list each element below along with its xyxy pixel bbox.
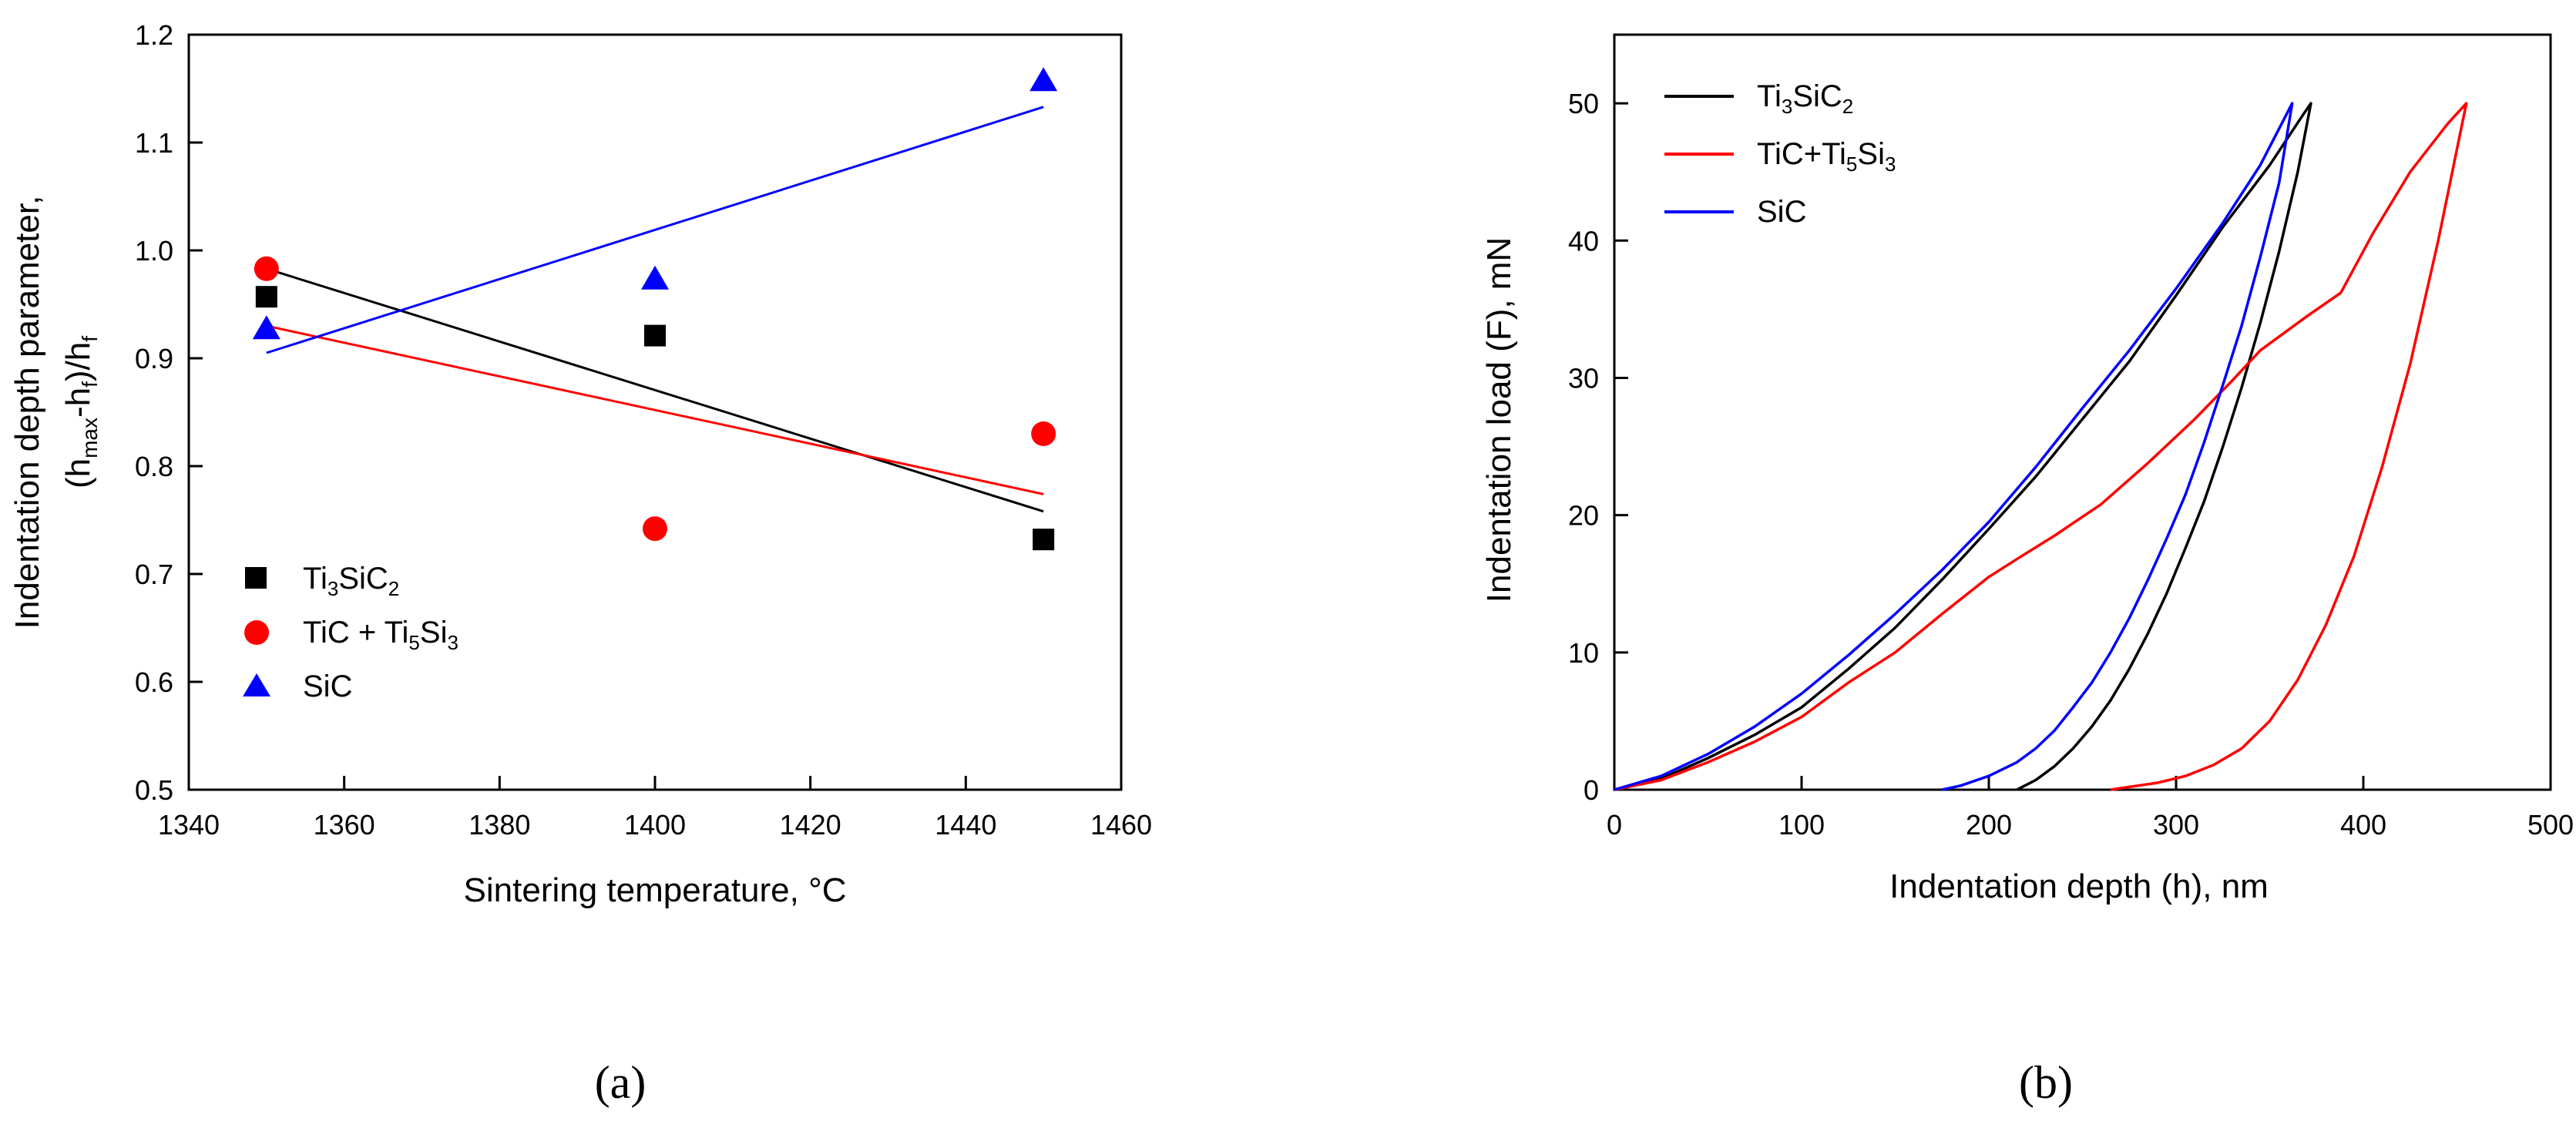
legend-label: TiC+Ti5Si3: [1757, 137, 1896, 176]
chart-a-x-ticks: 1340 1360 1380 1400 1420 1440 1460: [158, 776, 1152, 841]
series-line: [1614, 102, 2294, 791]
y-tick-label: 0.5: [135, 774, 173, 806]
y-label-part: -h: [59, 388, 97, 418]
y-label-part: (h: [59, 458, 97, 488]
chart-b-x-label: Indentation depth (h), nm: [1889, 868, 2269, 905]
legend-label: TiC + Ti5Si3: [303, 616, 458, 654]
x-tick-label: 1400: [624, 809, 686, 841]
y-tick-label: 10: [1568, 637, 1599, 669]
chart-b-series-lines: [1614, 102, 2468, 791]
y-label-part: f: [78, 336, 102, 342]
chart-a-x-label: Sintering temperature, °C: [464, 871, 847, 909]
y-tick-label: 1.2: [135, 19, 173, 51]
y-tick-label: 50: [1568, 88, 1599, 119]
chart-a-y-label-line1: Indentation depth parameter,: [8, 196, 46, 629]
chart-b-y-label: Indentation load (F), mN: [1480, 237, 1518, 602]
chart-a: 1340 1360 1380 1400 1420 1440 1460 0.50.60.70.…: [8, 19, 1152, 1108]
series-line: [1614, 102, 2312, 791]
chart-b-x-ticks: 0 100 200 300 400 500: [1607, 776, 2574, 841]
y-tick-label: 0.8: [135, 451, 173, 482]
y-tick-label: 0.7: [135, 559, 173, 590]
y-label-part: f: [78, 381, 102, 388]
chart-a-fit-lines: [266, 106, 1044, 513]
x-tick-label: 1420: [780, 809, 841, 841]
x-tick-label: 1440: [935, 809, 996, 841]
legend-label: Ti3SiC2: [303, 562, 399, 600]
y-tick-label: 40: [1568, 225, 1599, 257]
x-tick-label: 100: [1778, 809, 1825, 841]
y-tick-label: 30: [1568, 362, 1599, 394]
legend-marker-triangle: [243, 673, 270, 696]
y-tick-label: 0.6: [135, 666, 173, 698]
data-point-triangle: [641, 265, 669, 290]
y-tick-label: 1.0: [135, 235, 173, 267]
y-tick-label: 20: [1568, 500, 1599, 532]
y-tick-label: 0.9: [135, 343, 173, 374]
x-tick-label: 1360: [314, 809, 375, 841]
data-point-square: [255, 286, 277, 308]
chart-a-points: [252, 67, 1058, 551]
data-point-circle: [1031, 421, 1056, 446]
y-tick-label: 1.1: [135, 127, 173, 159]
y-tick-label: 0: [1584, 774, 1599, 806]
x-tick-label: 1340: [158, 809, 220, 841]
chart-b-y-ticks: 0 10 20 30 40 50: [1568, 88, 1628, 806]
x-tick-label: 1460: [1090, 809, 1152, 841]
data-point-triangle: [252, 315, 280, 340]
chart-a-y-label: Indentation depth parameter, (hmax-hf)/h…: [8, 196, 102, 629]
chart-b: 0 100 200 300 400 500 0 10 20 30 40 50 Indentation…: [1480, 33, 2574, 1108]
x-tick-label: 0: [1607, 809, 1622, 841]
x-tick-label: 400: [2340, 809, 2386, 841]
x-tick-label: 200: [1966, 809, 2012, 841]
chart-b-legend: Ti3SiC2 TiC+Ti5Si3 SiC: [1664, 79, 1896, 229]
fit-line: [266, 106, 1044, 354]
y-label-part: )/h: [59, 342, 97, 381]
legend-label: SiC: [303, 670, 352, 703]
fit-line: [266, 324, 1044, 495]
x-tick-label: 1380: [469, 809, 530, 841]
legend-marker-circle: [244, 620, 269, 645]
panel-a-caption: (a): [595, 1057, 647, 1108]
series-line: [1614, 102, 2468, 791]
chart-a-legend: Ti3SiC2 TiC + Ti5Si3 SiC: [243, 562, 458, 703]
x-tick-label: 500: [2527, 809, 2574, 841]
data-point-square: [644, 324, 666, 347]
fit-line: [266, 267, 1044, 513]
data-point-circle: [254, 256, 279, 281]
chart-a-y-label-line2: (hmax-hf)/hf: [59, 336, 102, 488]
x-tick-label: 300: [2153, 809, 2199, 841]
chart-a-y-ticks: 0.5 0.6 0.7 0.8 0.9 1.0 1.1 1.2: [135, 19, 203, 806]
legend-label: Ti3SiC2: [1757, 79, 1853, 118]
data-point-triangle: [1029, 67, 1058, 92]
panel-b-caption: (b): [2019, 1057, 2073, 1108]
y-label-part: max: [78, 418, 102, 458]
data-point-circle: [643, 516, 667, 542]
data-point-square: [1033, 529, 1055, 551]
legend-marker-square: [245, 567, 267, 589]
legend-label: SiC: [1757, 195, 1806, 229]
chart-b-plot-frame: [1613, 33, 2552, 791]
